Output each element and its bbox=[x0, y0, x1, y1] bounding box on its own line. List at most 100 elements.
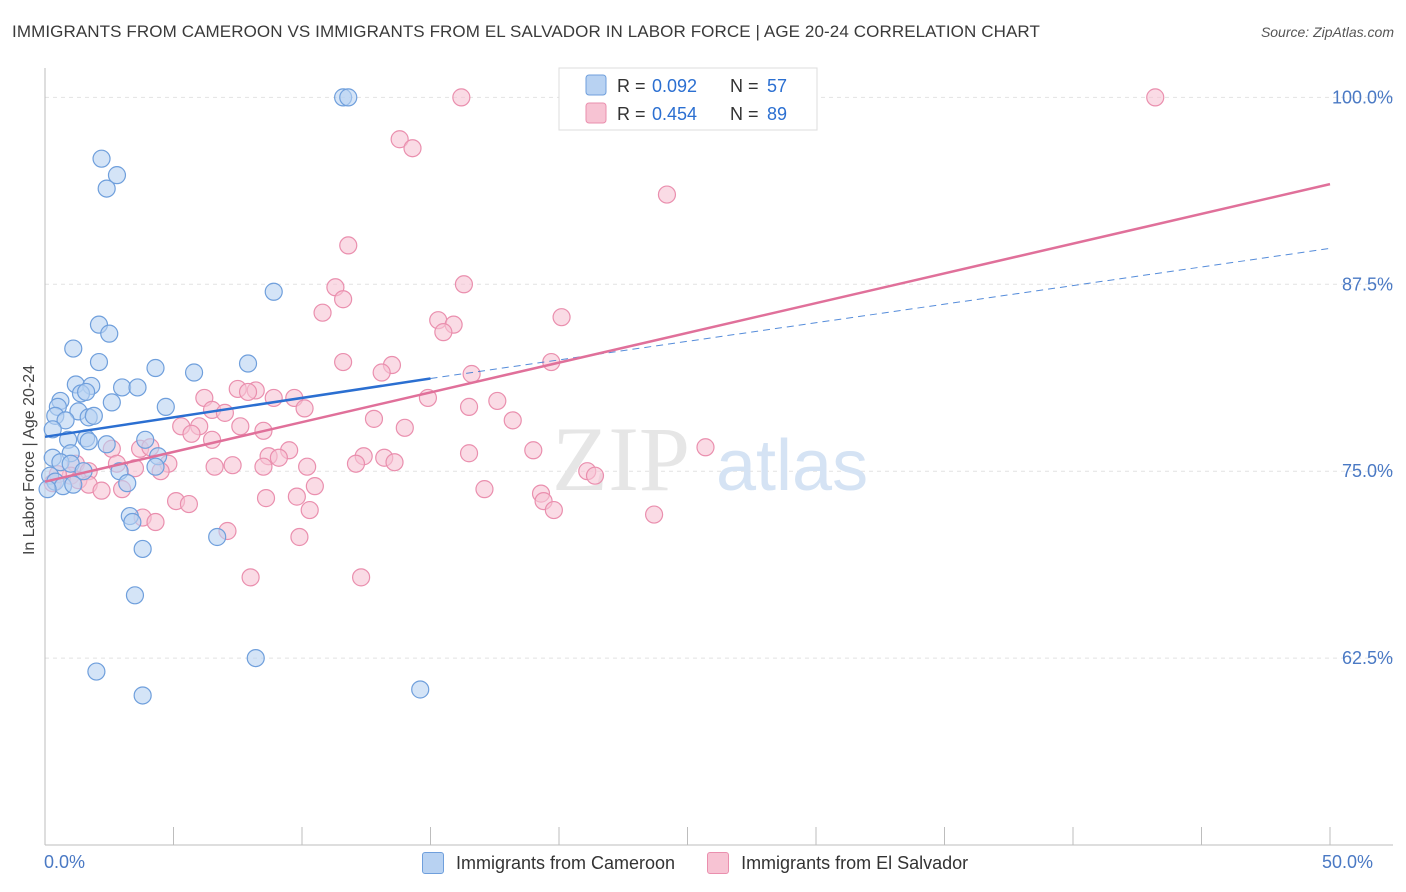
x-tick-label-max: 50.0% bbox=[1322, 852, 1374, 872]
point-cameroon-45 bbox=[64, 475, 83, 494]
point-el-salvador-49 bbox=[696, 438, 715, 457]
trend-line-el-salvador bbox=[44, 182, 1331, 483]
point-el-salvador-27 bbox=[488, 391, 507, 411]
point-cameroon-21 bbox=[156, 397, 175, 416]
point-cameroon-49 bbox=[123, 512, 142, 532]
chart-title: IMMIGRANTS FROM CAMEROON VS IMMIGRANTS F… bbox=[12, 22, 1040, 41]
point-el-salvador-68 bbox=[305, 477, 324, 496]
point-el-salvador-82 bbox=[644, 505, 664, 524]
point-cameroon-31 bbox=[79, 432, 98, 451]
point-cameroon-55 bbox=[133, 686, 152, 705]
point-el-salvador-5 bbox=[339, 236, 358, 255]
point-el-salvador-81 bbox=[544, 500, 563, 520]
point-cameroon-2 bbox=[92, 149, 111, 168]
point-cameroon-7 bbox=[100, 324, 119, 343]
point-el-salvador-48 bbox=[524, 441, 543, 460]
legend-r-value-el-salvador: 0.454 bbox=[652, 104, 697, 124]
point-cameroon-28 bbox=[43, 420, 62, 439]
point-cameroon-1 bbox=[339, 88, 358, 107]
bottom-legend: Immigrants from Cameroon Immigrants from… bbox=[422, 852, 1000, 874]
point-el-salvador-57 bbox=[269, 448, 288, 467]
point-cameroon-18 bbox=[77, 382, 96, 402]
point-el-salvador-85 bbox=[241, 568, 260, 587]
legend-swatch-cameroon bbox=[585, 74, 607, 96]
watermark-atlas: atlas bbox=[716, 426, 868, 506]
point-cameroon-10 bbox=[146, 358, 165, 378]
trend-line-cameroon bbox=[44, 377, 431, 439]
point-cameroon-12 bbox=[238, 354, 258, 373]
y-tick-label-1: 75.0% bbox=[1342, 461, 1393, 481]
point-cameroon-15 bbox=[112, 378, 132, 397]
point-el-salvador-0 bbox=[452, 88, 471, 107]
point-cameroon-33 bbox=[97, 435, 116, 454]
point-el-salvador-12 bbox=[552, 308, 571, 327]
point-el-salvador-80 bbox=[146, 512, 165, 532]
point-el-salvador-76 bbox=[256, 489, 276, 508]
point-el-salvador-47 bbox=[459, 444, 479, 463]
point-cameroon-56 bbox=[411, 680, 430, 699]
point-el-salvador-58 bbox=[298, 457, 317, 476]
legend-swatch-el-salvador bbox=[585, 102, 607, 124]
bottom-legend-label-cameroon: Immigrants from Cameroon bbox=[456, 852, 676, 873]
watermark-zip: ZIP bbox=[552, 408, 690, 510]
point-el-salvador-86 bbox=[352, 568, 371, 587]
point-el-salvador-21 bbox=[238, 382, 258, 402]
point-el-salvador-17 bbox=[372, 363, 391, 382]
point-cameroon-39 bbox=[146, 457, 165, 476]
point-cameroon-20 bbox=[102, 393, 121, 412]
point-el-salvador-13 bbox=[434, 323, 453, 342]
point-el-salvador-25 bbox=[295, 399, 314, 418]
point-el-salvador-69 bbox=[475, 480, 494, 499]
trend-lines bbox=[44, 182, 1331, 483]
point-cameroon-16 bbox=[128, 378, 147, 397]
point-cameroon-46 bbox=[118, 474, 137, 493]
point-el-salvador-78 bbox=[300, 500, 319, 520]
point-cameroon-47 bbox=[38, 480, 57, 499]
point-cameroon-51 bbox=[133, 539, 152, 559]
bottom-legend-item-el-salvador: Immigrants from El Salvador bbox=[707, 852, 968, 874]
point-el-salvador-30 bbox=[459, 397, 479, 416]
point-cameroon-54 bbox=[87, 662, 106, 681]
point-el-salvador-84 bbox=[290, 527, 309, 547]
point-el-salvador-38 bbox=[503, 411, 522, 430]
point-el-salvador-4 bbox=[657, 185, 677, 204]
point-el-salvador-3 bbox=[403, 139, 422, 158]
bottom-legend-swatch-el-salvador bbox=[707, 852, 730, 874]
point-el-salvador-1 bbox=[1146, 88, 1165, 107]
point-el-salvador-77 bbox=[287, 487, 306, 506]
point-el-salvador-75 bbox=[179, 494, 199, 514]
y-tick-label-0: 62.5% bbox=[1342, 648, 1393, 668]
point-el-salvador-39 bbox=[202, 430, 222, 449]
point-el-salvador-36 bbox=[364, 409, 384, 428]
bottom-legend-label-el-salvador: Immigrants from El Salvador bbox=[741, 852, 969, 873]
x-tick-label-min: 0.0% bbox=[44, 852, 86, 872]
legend-n-label-cameroon: N = bbox=[730, 76, 759, 96]
bottom-legend-item-cameroon: Immigrants from Cameroon bbox=[422, 852, 675, 874]
point-cameroon-27 bbox=[56, 411, 75, 430]
source-label: Source: ZipAtlas.com bbox=[1260, 24, 1394, 40]
point-el-salvador-34 bbox=[182, 424, 201, 443]
point-el-salvador-14 bbox=[334, 352, 353, 372]
y-tick-labels: 62.5% 75.0% 87.5% 100.0% bbox=[1332, 87, 1393, 668]
point-cameroon-32 bbox=[136, 430, 155, 449]
point-cameroon-9 bbox=[89, 352, 109, 372]
point-cameroon-53 bbox=[246, 648, 265, 668]
point-cameroon-11 bbox=[184, 363, 204, 382]
watermark: ZIP atlas bbox=[552, 408, 868, 510]
legend-r-label-el-salvador: R = bbox=[617, 104, 646, 124]
legend-n-label-el-salvador: N = bbox=[730, 104, 759, 124]
point-cameroon-26 bbox=[84, 406, 103, 425]
point-el-salvador-18 bbox=[462, 364, 481, 384]
point-el-salvador-54 bbox=[205, 457, 224, 476]
point-el-salvador-37 bbox=[395, 418, 414, 437]
point-el-salvador-8 bbox=[334, 290, 353, 309]
point-el-salvador-59 bbox=[385, 453, 404, 472]
point-el-salvador-7 bbox=[454, 275, 474, 294]
point-el-salvador-2 bbox=[390, 130, 409, 149]
y-tick-label-3: 100.0% bbox=[1332, 87, 1393, 107]
legend-n-value-el-salvador: 89 bbox=[767, 104, 787, 124]
legend-box: R = 0.092 N = 57 R = 0.454 N = 89 bbox=[558, 67, 818, 131]
series-cameroon-points bbox=[38, 88, 430, 705]
point-cameroon-4 bbox=[97, 179, 116, 198]
